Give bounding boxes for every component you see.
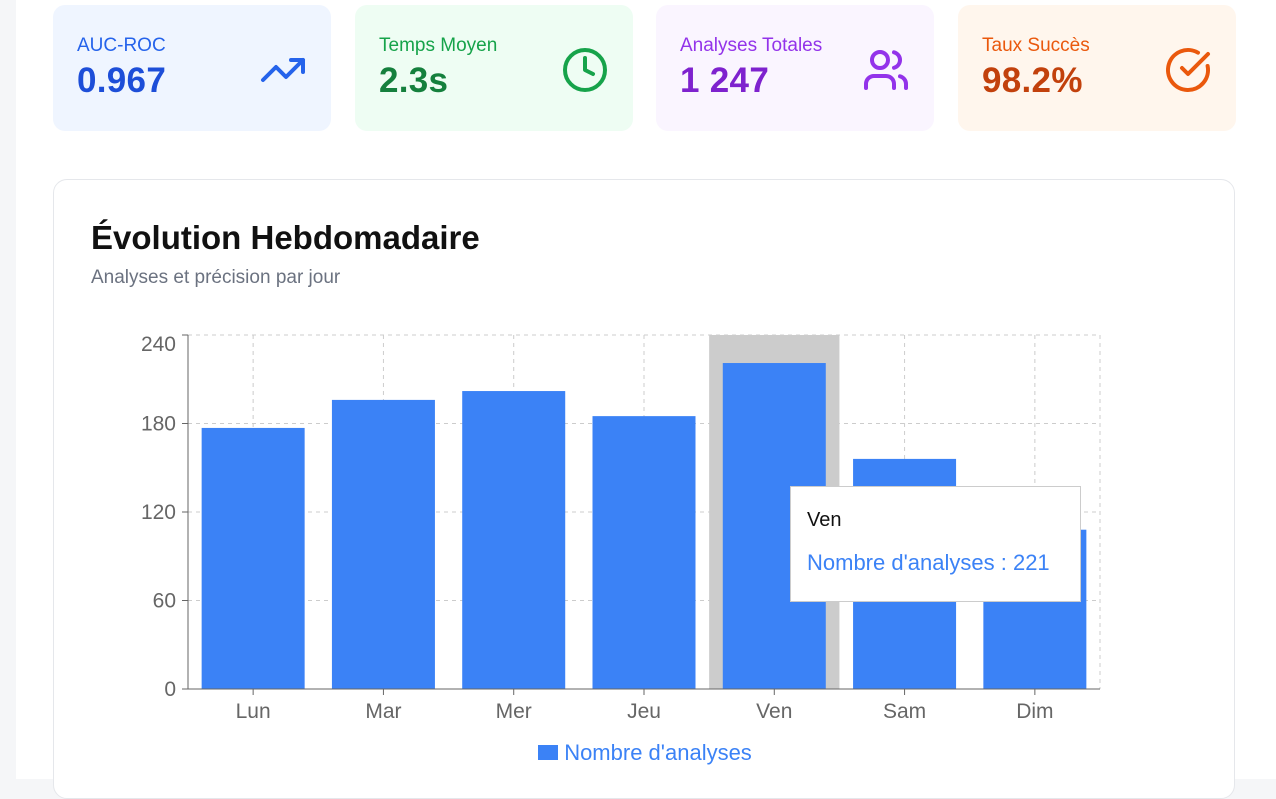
chart-axes: [182, 334, 1100, 695]
bar-lun: [201, 427, 305, 689]
stat-value: 2.3s: [379, 61, 449, 100]
stat-card-auc-roc: AUC-ROC 0.967: [53, 5, 331, 131]
x-tick-label: Mer: [496, 700, 532, 723]
stat-label: Temps Moyen: [379, 35, 498, 56]
stat-value: 0.967: [77, 61, 167, 100]
x-tick-label: Ven: [756, 700, 792, 723]
chart-title: Évolution Hebdomadaire: [91, 219, 480, 256]
y-tick-label: 180: [141, 413, 176, 436]
x-tick-label: Dim: [1016, 700, 1053, 723]
stat-card-analyses-totales: Analyses Totales 1 247: [656, 5, 934, 131]
bar-chart[interactable]: Lun Mar Mer Jeu Ven Sam Dim 0 60 120 180 240: [54, 180, 1236, 780]
tooltip-value: Nombre d'analyses : 221: [807, 550, 1050, 575]
x-tick-label: Lun: [236, 700, 271, 723]
y-tick-label: 120: [141, 501, 176, 524]
weekly-chart-panel: Évolution Hebdomadaire Analyses et préci…: [53, 179, 1235, 799]
legend-swatch: [538, 744, 559, 760]
x-tick-label: Mar: [365, 700, 401, 723]
check-circle-icon: [1164, 46, 1212, 94]
y-tick-label: 240: [141, 333, 176, 356]
bar-mer: [462, 391, 566, 689]
y-tick-label: 0: [164, 678, 176, 701]
chart-tooltip: Ven Nombre d'analyses : 221: [790, 486, 1081, 602]
chart-bars: [201, 363, 1087, 689]
users-icon: [862, 46, 910, 94]
stat-value: 1 247: [680, 61, 770, 100]
bar-mar: [331, 399, 435, 689]
legend-label: Nombre d'analyses: [564, 740, 752, 765]
x-tick-label: Sam: [883, 700, 926, 723]
stat-value: 98.2%: [982, 61, 1083, 100]
stat-label: AUC-ROC: [77, 35, 166, 56]
chart-subtitle: Analyses et précision par jour: [91, 267, 341, 288]
x-tick-label: Jeu: [627, 700, 661, 723]
stat-card-temps-moyen: Temps Moyen 2.3s: [355, 5, 633, 131]
chart-legend[interactable]: Nombre d'analyses: [54, 740, 1236, 766]
chart-tick-labels: Lun Mar Mer Jeu Ven Sam Dim 0 60 120 180 240: [141, 333, 1054, 723]
trending-up-icon: [259, 46, 307, 94]
dashboard-page: AUC-ROC 0.967 Temps Moyen 2.3s Analyses …: [16, 0, 1276, 799]
stat-label: Analyses Totales: [680, 35, 823, 56]
clock-icon: [561, 46, 609, 94]
bar-jeu: [592, 416, 696, 689]
stat-label: Taux Succès: [982, 35, 1090, 56]
y-tick-label: 60: [153, 590, 176, 613]
tooltip-category: Ven: [807, 509, 842, 531]
stat-card-taux-succes: Taux Succès 98.2%: [958, 5, 1236, 131]
